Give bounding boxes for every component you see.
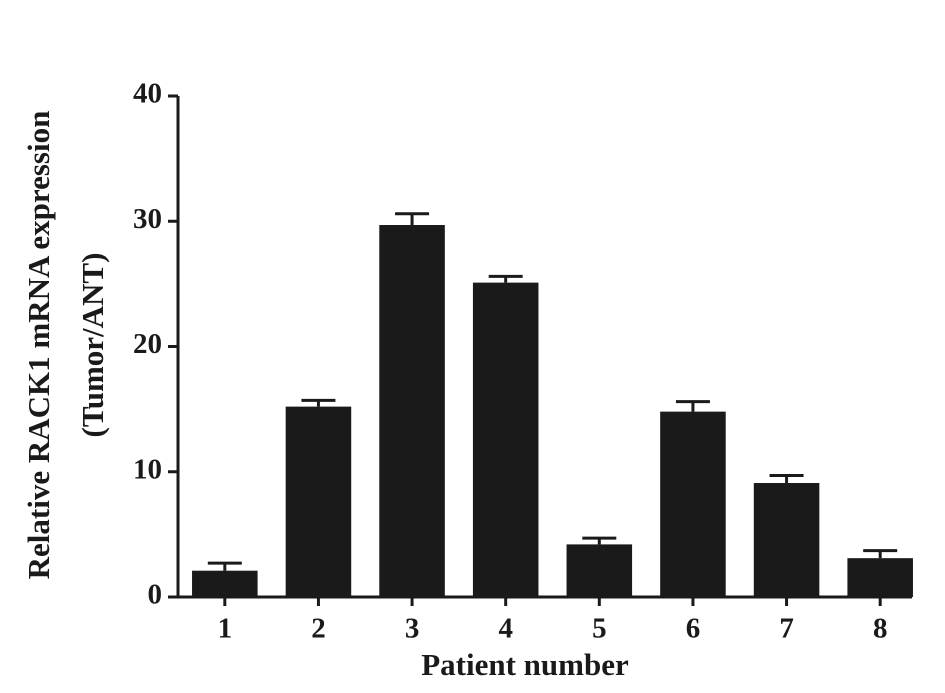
y-tick-label: 10 <box>133 453 162 485</box>
y-tick-label: 0 <box>148 579 163 611</box>
x-tick-label: 4 <box>498 613 513 645</box>
bar <box>285 406 352 597</box>
x-tick-label: 1 <box>218 613 233 645</box>
x-axis-title: Patient number <box>421 647 629 682</box>
y-axis-title: Relative RACK1 mRNA expression (Tumor/AN… <box>21 111 110 580</box>
bar <box>753 483 820 597</box>
bar <box>847 558 913 597</box>
bar <box>192 570 258 597</box>
y-tick-label: 20 <box>133 328 162 360</box>
y-label-line: (Tumor/ANT) <box>75 253 110 438</box>
bar <box>379 225 445 597</box>
y-tick-label: 40 <box>133 78 162 110</box>
x-tick-label: 2 <box>311 613 326 645</box>
x-tick-label: 8 <box>873 613 888 645</box>
bar <box>660 411 726 597</box>
bar <box>566 544 633 597</box>
y-tick-label: 30 <box>133 203 162 235</box>
x-tick-label: 7 <box>779 613 794 645</box>
x-tick-label: 3 <box>405 613 420 645</box>
bar <box>472 282 539 597</box>
x-tick-label: 5 <box>592 613 607 645</box>
y-label-line: Relative RACK1 mRNA expression <box>21 111 56 580</box>
x-tick-label: 6 <box>686 613 701 645</box>
